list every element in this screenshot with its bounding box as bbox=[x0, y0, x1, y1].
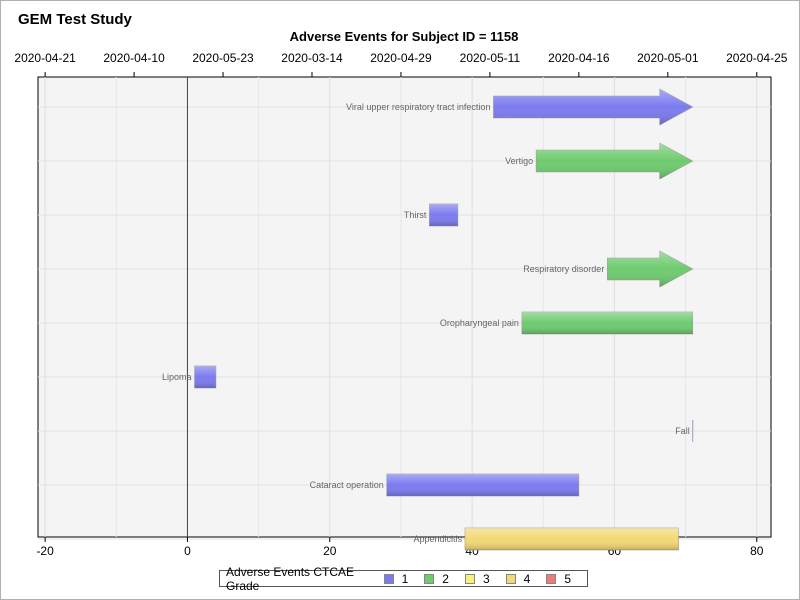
event-rect-shade bbox=[521, 312, 693, 334]
bottom-tick-label: 20 bbox=[323, 544, 337, 558]
bottom-tick-label: 80 bbox=[750, 544, 764, 558]
event-bar: Cataract operation bbox=[310, 473, 580, 497]
legend-swatch bbox=[383, 573, 394, 584]
legend-item: 1 bbox=[383, 571, 409, 586]
legend-swatch bbox=[424, 573, 435, 584]
legend-title: Adverse Events CTCAE Grade bbox=[226, 564, 355, 593]
event-label: Respiratory disorder bbox=[523, 264, 604, 274]
event-rect-shade bbox=[194, 366, 216, 388]
legend-swatch bbox=[464, 573, 475, 584]
legend-item: 5 bbox=[546, 572, 571, 586]
top-tick-label: 2020-04-21 bbox=[14, 51, 76, 65]
legend-item-label: 3 bbox=[482, 571, 490, 586]
legend-item: 3 bbox=[464, 571, 490, 586]
top-tick-label: 2020-05-23 bbox=[192, 51, 254, 65]
top-tick-label: 2020-05-11 bbox=[460, 51, 521, 65]
bottom-tick-label: 0 bbox=[184, 544, 191, 558]
event-bar: Lipoma bbox=[162, 365, 217, 389]
event-label: Appendicitis bbox=[413, 534, 462, 544]
event-label: Fall bbox=[675, 426, 690, 436]
event-bars: Viral upper respiratory tract infection V… bbox=[162, 88, 694, 551]
chart-title: Adverse Events for Subject ID = 1158 bbox=[290, 29, 519, 44]
event-arrow-shade bbox=[536, 143, 693, 179]
event-label: Thirst bbox=[404, 210, 427, 220]
legend-item-label: 1 bbox=[401, 571, 409, 586]
top-tick-label: 2020-04-29 bbox=[370, 51, 432, 65]
study-title: GEM Test Study bbox=[18, 11, 132, 28]
event-bar: Fall bbox=[675, 420, 694, 442]
bottom-tick-label: -20 bbox=[36, 544, 54, 558]
top-tick-label: 2020-05-01 bbox=[637, 51, 699, 65]
event-arrow-shade bbox=[607, 251, 693, 287]
event-bar: Viral upper respiratory tract infection bbox=[346, 88, 694, 126]
event-label: Cataract operation bbox=[310, 480, 384, 490]
legend-item-label: 2 bbox=[442, 571, 449, 586]
event-bar: Appendicitis bbox=[413, 527, 679, 551]
event-rect-shade bbox=[464, 528, 679, 550]
legend-item: 2 bbox=[424, 572, 449, 586]
event-bar: Vertigo bbox=[505, 142, 694, 180]
bottom-axis: -20 0 20 40 60 80 bbox=[36, 537, 764, 558]
event-bar: Thirst bbox=[404, 203, 459, 227]
event-rect-shade bbox=[429, 204, 458, 226]
top-tick-label: 2020-04-16 bbox=[548, 51, 610, 65]
event-label: Oropharyngeal pain bbox=[440, 318, 519, 328]
legend-swatch bbox=[546, 573, 557, 584]
event-label: Viral upper respiratory tract infection bbox=[346, 102, 490, 112]
legend-swatch bbox=[505, 573, 516, 584]
top-tick-label: 2020-04-25 bbox=[726, 51, 788, 65]
top-tick-label: 2020-04-10 bbox=[103, 51, 165, 65]
legend-item: 4 bbox=[505, 571, 531, 586]
legend-item-label: 5 bbox=[564, 571, 571, 586]
event-label: Lipoma bbox=[162, 372, 192, 382]
event-label: Vertigo bbox=[505, 156, 533, 166]
top-tick-label: 2020-03-14 bbox=[281, 51, 343, 65]
legend: Adverse Events CTCAE Grade 1 2 3 4 5 bbox=[219, 565, 588, 593]
event-bar: Oropharyngeal pain bbox=[440, 311, 694, 335]
event-bar: Respiratory disorder bbox=[523, 250, 694, 288]
top-axis: 2020-04-21 2020-04-10 2020-05-23 2020-03-14… bbox=[14, 51, 788, 77]
legend-item-label: 4 bbox=[523, 571, 531, 586]
event-arrow-shade bbox=[493, 89, 693, 125]
event-rect-shade bbox=[386, 474, 579, 496]
